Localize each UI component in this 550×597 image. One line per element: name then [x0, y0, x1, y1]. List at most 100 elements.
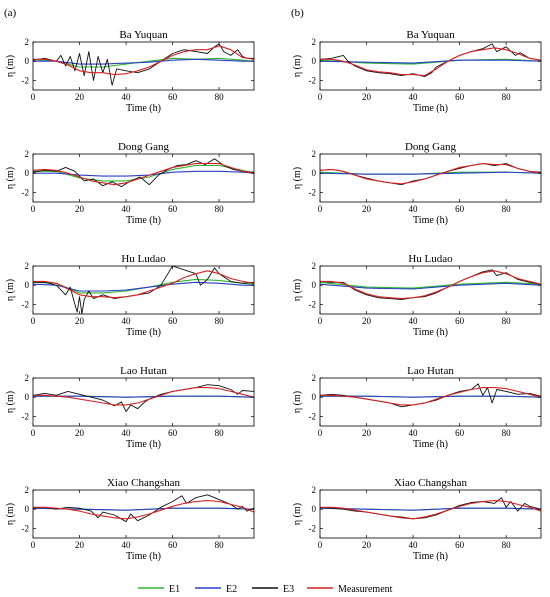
plot-frame: [319, 377, 542, 427]
x-tick-label: 60: [168, 428, 178, 438]
series-line-e3: [33, 43, 254, 86]
x-axis-label: Time (h): [413, 103, 448, 114]
y-tick-label: 2: [312, 485, 317, 495]
plot-frame: [32, 489, 255, 539]
plot-frame: [319, 489, 542, 539]
y-tick-label: 0: [25, 392, 30, 402]
x-tick-label: 80: [502, 540, 512, 550]
series-line-e3: [33, 266, 254, 314]
series-group-b-lao-hutan: [320, 383, 541, 408]
x-axis-label: Time (h): [413, 327, 448, 338]
y-axis-label: η (m): [5, 391, 16, 413]
legend-label-e3: E3: [283, 584, 294, 595]
y-tick-label: 0: [312, 56, 317, 66]
x-axis-label: Time (h): [126, 439, 161, 450]
series-line-e2: [33, 58, 254, 65]
chart-title: Ba Yuquan: [406, 29, 455, 41]
y-tick-label: 2: [312, 149, 317, 159]
series-group-a-ba-yuquan: [33, 43, 254, 86]
x-tick-label: 80: [215, 204, 225, 214]
series-line-measurement: [33, 163, 254, 186]
x-tick-label: 0: [318, 428, 323, 438]
series-line-measurement: [320, 270, 541, 300]
series-line-e2: [320, 395, 541, 398]
x-tick-label: 20: [75, 204, 85, 214]
y-tick-label: 2: [25, 485, 30, 495]
chart-title: Xiao Changshan: [107, 477, 181, 489]
series-line-e3: [320, 269, 541, 301]
x-tick-label: 0: [31, 428, 36, 438]
y-tick-label: 0: [25, 168, 30, 178]
series-line-measurement: [320, 163, 541, 185]
series-line-measurement: [320, 500, 541, 520]
y-axis-label: η (m): [292, 55, 303, 77]
y-tick-label: 0: [25, 504, 30, 514]
series-line-e2: [33, 170, 254, 177]
x-tick-label: 80: [215, 540, 225, 550]
x-tick-label: 20: [75, 316, 85, 326]
x-axis-label: Time (h): [126, 327, 161, 338]
x-tick-label: 20: [75, 92, 85, 102]
series-line-e1: [33, 278, 254, 294]
x-tick-label: 60: [168, 316, 178, 326]
series-line-e2: [33, 507, 254, 511]
y-tick-label: -2: [22, 75, 30, 85]
series-line-e2: [320, 59, 541, 64]
chart-title: Hu Ludao: [121, 253, 166, 265]
series-line-measurement: [33, 45, 254, 76]
x-tick-label: 60: [455, 316, 465, 326]
x-tick-label: 40: [122, 428, 132, 438]
y-tick-label: 2: [25, 149, 30, 159]
y-tick-label: -2: [22, 299, 30, 309]
chart-title: Dong Gang: [405, 141, 457, 153]
x-axis-label: Time (h): [413, 439, 448, 450]
plot-frame: [32, 41, 255, 91]
y-tick-label: 2: [312, 261, 317, 271]
y-tick-label: 0: [312, 392, 317, 402]
series-group-a-lao-hutan: [33, 384, 254, 413]
x-tick-label: 80: [215, 316, 225, 326]
chart-title: Xiao Changshan: [394, 477, 468, 489]
x-tick-label: 0: [31, 540, 36, 550]
y-tick-label: -2: [309, 299, 317, 309]
y-axis-label: η (m): [292, 167, 303, 189]
series-group-b-dong-gang: [320, 163, 541, 186]
x-axis-label: Time (h): [126, 215, 161, 226]
series-line-measurement: [33, 270, 254, 299]
series-line-measurement: [33, 387, 254, 406]
panel-label-b: (b): [291, 7, 304, 19]
x-tick-label: 40: [409, 92, 419, 102]
x-tick-label: 80: [215, 428, 225, 438]
x-tick-label: 40: [122, 540, 132, 550]
y-tick-label: -2: [309, 187, 317, 197]
x-tick-label: 20: [75, 540, 85, 550]
series-group-b-hu-ludao: [320, 269, 541, 301]
y-axis-label: η (m): [5, 55, 16, 77]
series-line-e2: [320, 507, 541, 511]
series-line-e2: [33, 281, 254, 292]
x-tick-label: 0: [318, 316, 323, 326]
x-tick-label: 60: [168, 204, 178, 214]
chart-title: Lao Hutan: [120, 365, 167, 377]
x-tick-label: 20: [75, 428, 85, 438]
x-tick-label: 60: [455, 540, 465, 550]
x-tick-label: 20: [362, 92, 372, 102]
chart-title: Lao Hutan: [407, 365, 454, 377]
x-tick-label: 40: [409, 540, 419, 550]
x-tick-label: 60: [168, 92, 178, 102]
y-axis-label: η (m): [5, 167, 16, 189]
x-tick-label: 60: [455, 428, 465, 438]
y-tick-label: -2: [309, 75, 317, 85]
series-line-measurement: [320, 387, 541, 406]
series-line-e3: [33, 384, 254, 413]
y-tick-label: -2: [22, 187, 30, 197]
x-tick-label: 40: [409, 316, 419, 326]
y-tick-label: 0: [312, 168, 317, 178]
x-tick-label: 80: [215, 92, 225, 102]
